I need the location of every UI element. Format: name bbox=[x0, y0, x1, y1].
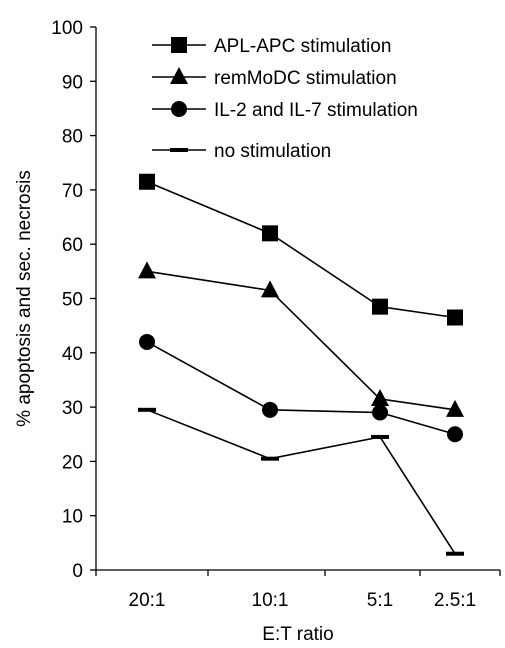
legend-marker bbox=[171, 101, 187, 117]
legend-entry: no stimulation bbox=[152, 141, 331, 162]
series-line bbox=[146, 341, 456, 436]
y-tick-label: 50 bbox=[62, 290, 83, 311]
x-tick-label: 5:1 bbox=[367, 590, 393, 611]
legend-marker bbox=[170, 67, 188, 84]
data-point bbox=[371, 434, 389, 439]
y-tick-label: 90 bbox=[62, 72, 83, 93]
legend-entry: IL-2 and IL-7 stimulation bbox=[152, 100, 418, 121]
data-point bbox=[139, 173, 155, 190]
y-tick-label: 0 bbox=[72, 561, 83, 582]
series-line bbox=[146, 181, 456, 319]
y-axis-title: % apoptosis and sec. necrosis bbox=[14, 170, 35, 427]
y-tick-label: 60 bbox=[62, 235, 83, 256]
data-point bbox=[262, 225, 278, 242]
data-point bbox=[139, 333, 155, 350]
data-point bbox=[138, 261, 156, 279]
y-tick-label: 80 bbox=[62, 127, 83, 148]
legend-label: no stimulation bbox=[214, 141, 331, 162]
data-point bbox=[372, 404, 388, 421]
y-ticks: 0 10 20 30 40 50 60 70 80 90 100 bbox=[51, 18, 96, 582]
data-point bbox=[262, 401, 278, 418]
legend-label: APL-APC stimulation bbox=[214, 36, 391, 57]
series-line bbox=[146, 409, 456, 555]
y-tick-label: 30 bbox=[62, 398, 83, 419]
series-line bbox=[146, 270, 456, 411]
series-2 bbox=[138, 261, 464, 417]
data-point bbox=[446, 551, 464, 556]
data-point bbox=[261, 280, 279, 298]
legend-label: IL-2 and IL-7 stimulation bbox=[214, 100, 418, 121]
y-tick-label: 100 bbox=[51, 18, 83, 39]
data-point bbox=[372, 298, 388, 315]
series-3 bbox=[139, 333, 463, 443]
legend-entry: remMoDC stimulation bbox=[152, 67, 397, 89]
data-point bbox=[261, 456, 279, 461]
y-tick-label: 10 bbox=[62, 507, 83, 528]
y-tick-label: 20 bbox=[62, 452, 83, 473]
x-tick-label: 10:1 bbox=[252, 590, 289, 611]
series-4 bbox=[138, 407, 464, 556]
data-point bbox=[138, 407, 156, 412]
data-point bbox=[447, 309, 463, 326]
legend-label: remMoDC stimulation bbox=[214, 68, 397, 89]
data-point bbox=[371, 388, 389, 406]
x-tick-label: 2.5:1 bbox=[434, 590, 476, 611]
legend-entry: APL-APC stimulation bbox=[152, 36, 391, 57]
y-tick-label: 40 bbox=[62, 344, 83, 365]
series-layer bbox=[138, 173, 464, 556]
x-tick-label: 20:1 bbox=[129, 590, 166, 611]
series-1 bbox=[139, 173, 463, 326]
data-point bbox=[446, 399, 464, 417]
data-point bbox=[447, 426, 463, 443]
legend-marker bbox=[170, 148, 188, 152]
y-tick-label: 70 bbox=[62, 181, 83, 202]
x-axis-title: E:T ratio bbox=[262, 624, 333, 645]
legend-marker bbox=[171, 37, 187, 53]
x-ticks: 20:1 10:1 5:1 2.5:1 bbox=[95, 570, 501, 611]
legend: APL-APC stimulation remMoDC stimulation IL… bbox=[152, 36, 418, 162]
